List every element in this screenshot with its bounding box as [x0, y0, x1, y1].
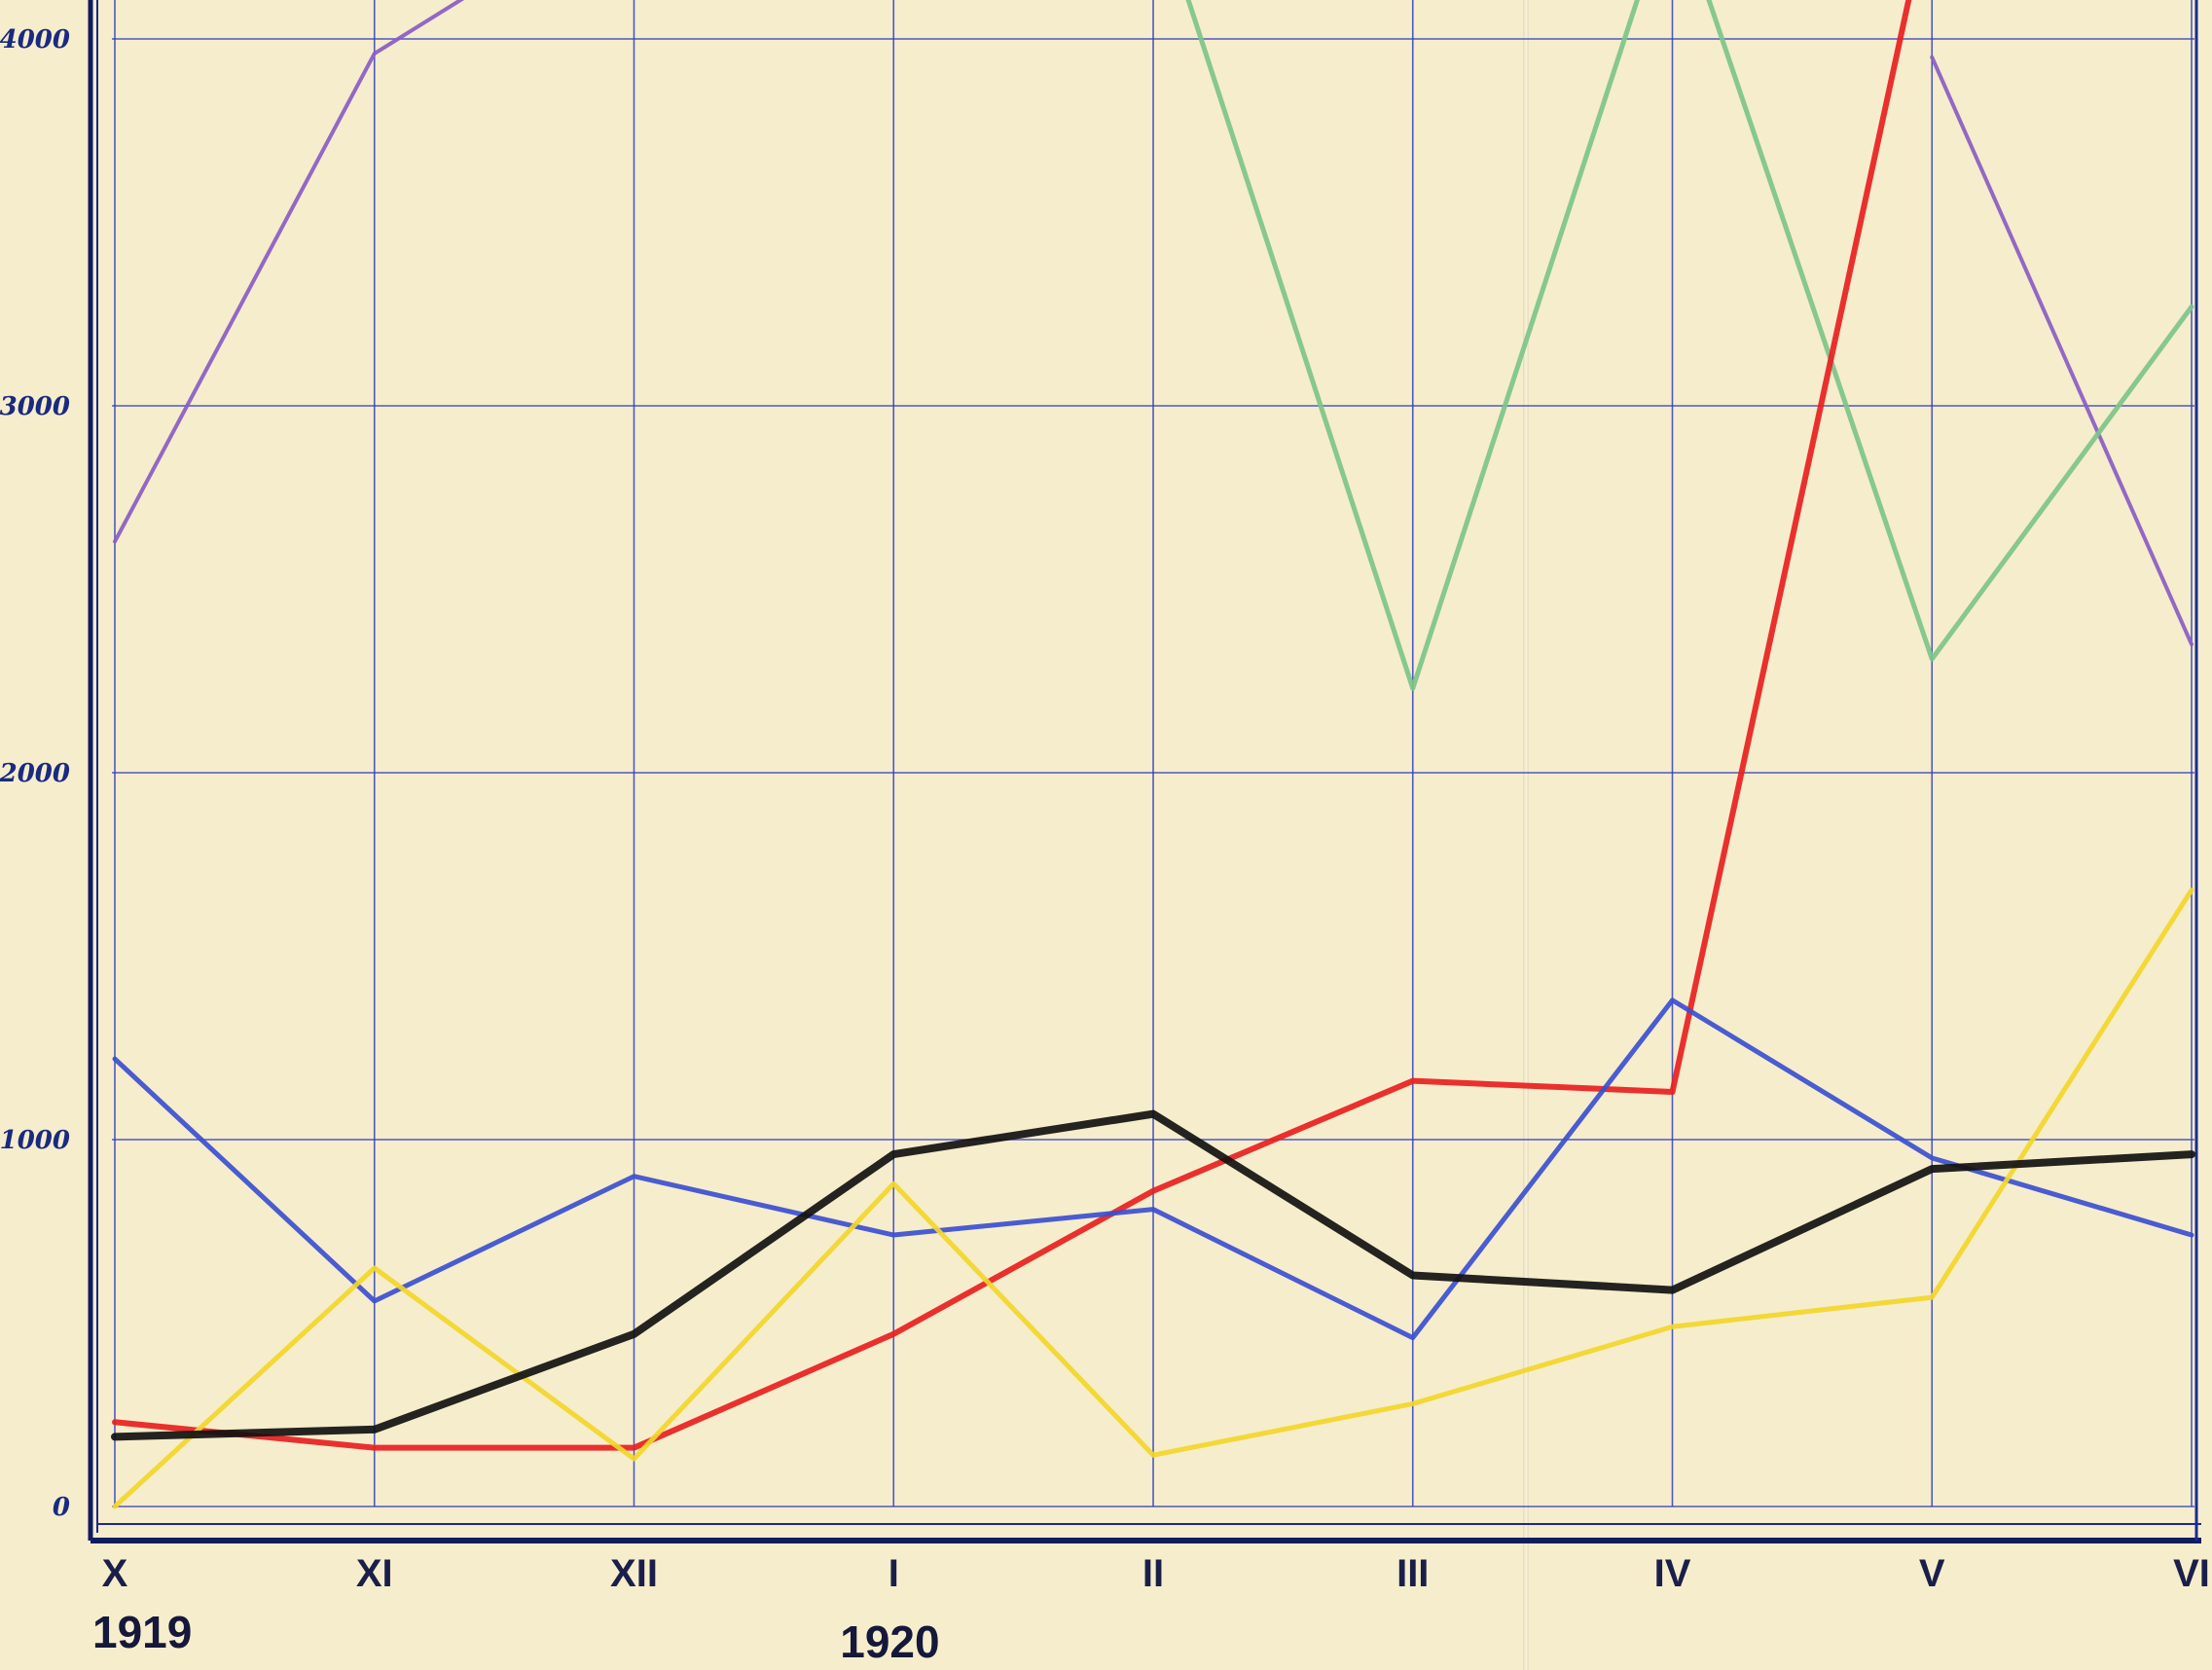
- y-tick-label: 0: [53, 1493, 70, 1522]
- x-tick-label: X: [102, 1552, 128, 1595]
- paper-fold: [1523, 0, 1529, 1670]
- x-tick-label: XI: [356, 1552, 393, 1595]
- grid: [112, 0, 2194, 1507]
- series-line-6: [111, 1109, 2195, 1441]
- x-tick-label: II: [1142, 1552, 1164, 1595]
- y-tick-label: 3000: [0, 392, 70, 421]
- y-tick-label: 4000: [0, 25, 70, 54]
- series-line-2: [1185, 0, 2194, 691]
- series-line-5: [112, 888, 2194, 1509]
- x-tick-label: V: [1919, 1552, 1945, 1595]
- series-line-1: [113, 0, 465, 544]
- series-line-4: [112, 998, 2194, 1341]
- x-tick-label: IV: [1654, 1552, 1691, 1595]
- year-label: 1919: [92, 1607, 192, 1657]
- x-tick-label: III: [1396, 1552, 1429, 1595]
- y-tick-label: 1000: [0, 1126, 70, 1155]
- x-tick-label: XII: [610, 1552, 658, 1595]
- x-tick-label: I: [888, 1552, 899, 1595]
- year-label: 1920: [840, 1616, 939, 1667]
- axes: [88, 0, 2201, 1543]
- y-tick-label: 2000: [0, 759, 70, 788]
- series-group: [111, 0, 2195, 1509]
- series-line-3: [112, 0, 1912, 1451]
- series-line-1: [1930, 54, 2194, 647]
- x-tick-label: VI: [2173, 1552, 2210, 1595]
